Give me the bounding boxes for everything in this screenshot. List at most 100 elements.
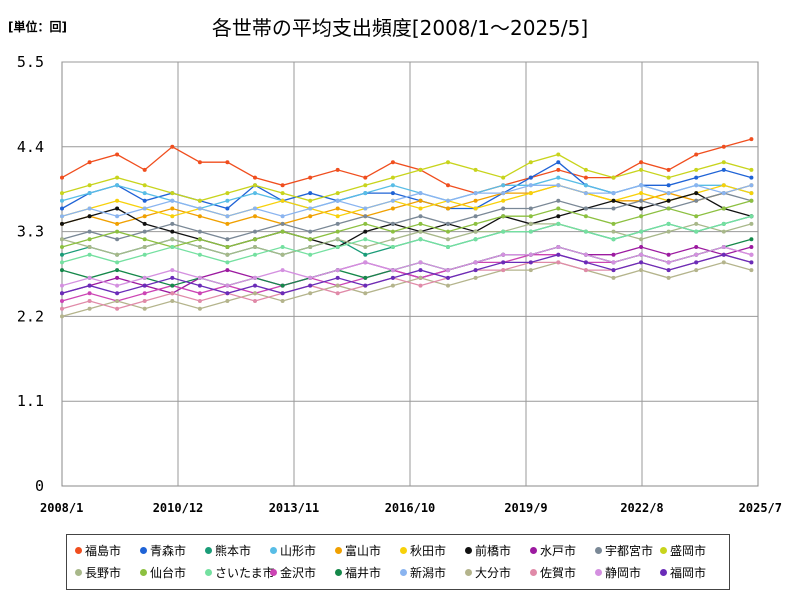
data-point <box>335 237 340 242</box>
data-point <box>335 206 340 211</box>
legend-marker <box>530 547 537 554</box>
data-point <box>197 245 202 249</box>
data-point <box>583 175 588 180</box>
data-point <box>335 291 340 296</box>
data-point <box>308 252 313 257</box>
data-point <box>666 175 671 180</box>
chart-title: 各世帯の平均支出頻度[2008/1～2025/5] <box>211 16 589 40</box>
data-point <box>363 260 368 265</box>
data-point <box>639 206 644 211</box>
data-point <box>225 252 230 257</box>
data-point <box>60 268 64 273</box>
data-point <box>225 221 230 226</box>
data-point <box>87 306 92 311</box>
series-line <box>61 215 752 264</box>
data-point <box>721 191 726 196</box>
y-tick-label: 3.3 <box>17 223 44 241</box>
gridlines <box>62 61 758 486</box>
data-point <box>528 268 533 273</box>
data-point <box>225 237 230 242</box>
legend-item: 新潟市 <box>400 564 446 581</box>
data-point <box>142 183 147 188</box>
data-point <box>363 275 368 280</box>
legend-item: 静岡市 <box>595 564 641 581</box>
line-chart: 0 1.1 2.2 3.3 4.4 5.5 2008/1 2010/12 2013/11 201… <box>17 53 782 515</box>
legend-label: 前橋市 <box>475 544 512 558</box>
data-point <box>335 229 340 234</box>
data-point <box>253 275 257 280</box>
data-point <box>225 268 230 273</box>
data-point <box>87 252 92 257</box>
data-point <box>60 245 64 249</box>
data-point <box>639 198 644 203</box>
data-point <box>60 214 64 219</box>
data-point <box>694 183 699 188</box>
data-point <box>253 252 257 257</box>
data-point <box>473 268 478 273</box>
data-point <box>115 252 120 257</box>
data-point <box>170 275 175 280</box>
data-point <box>473 237 478 242</box>
data-point <box>142 275 147 280</box>
data-point <box>721 260 726 265</box>
data-point <box>308 206 313 211</box>
data-point <box>280 221 285 226</box>
data-point <box>225 245 230 249</box>
data-point <box>335 214 340 219</box>
data-point <box>694 191 699 196</box>
data-point <box>528 191 533 196</box>
series-19 <box>60 245 754 288</box>
series-line <box>61 192 752 240</box>
data-point <box>611 206 616 211</box>
data-point <box>749 214 754 219</box>
data-point <box>225 291 230 296</box>
data-point <box>666 183 671 188</box>
data-point <box>197 291 202 296</box>
data-point <box>60 314 64 319</box>
data-point <box>418 260 423 265</box>
data-point <box>639 229 644 234</box>
data-point <box>418 191 423 196</box>
legend-marker <box>335 547 342 554</box>
data-point <box>639 252 644 257</box>
data-point <box>528 252 533 257</box>
data-point <box>280 183 285 188</box>
data-point <box>197 252 202 257</box>
data-point <box>363 221 368 226</box>
data-point <box>390 229 395 234</box>
data-point <box>390 175 395 180</box>
data-point <box>115 306 120 311</box>
data-point <box>446 221 450 226</box>
data-point <box>197 306 202 311</box>
data-point <box>87 183 92 188</box>
data-point <box>142 221 147 226</box>
data-point <box>749 175 754 180</box>
data-point <box>197 275 202 280</box>
data-point <box>308 237 313 242</box>
legend-marker <box>75 569 82 576</box>
data-point <box>418 268 423 273</box>
data-point <box>170 229 175 234</box>
data-point <box>115 283 120 288</box>
data-point <box>170 198 175 203</box>
legend-label: 福島市 <box>85 544 122 558</box>
data-point <box>197 229 202 234</box>
data-point <box>335 191 340 196</box>
data-point <box>749 252 754 257</box>
legend-marker <box>270 547 277 554</box>
data-point <box>197 237 202 242</box>
series-line <box>61 184 752 217</box>
data-point <box>611 260 616 265</box>
data-point <box>142 299 147 303</box>
data-point <box>60 299 64 303</box>
data-point <box>60 291 64 296</box>
data-point <box>583 214 588 219</box>
data-point <box>115 260 120 265</box>
data-point <box>335 221 340 226</box>
data-point <box>60 198 64 203</box>
legend-label: 福井市 <box>345 566 382 580</box>
data-point <box>253 214 257 219</box>
legend-item: 福岡市 <box>660 564 706 581</box>
data-point <box>115 198 120 203</box>
data-point <box>253 299 257 303</box>
